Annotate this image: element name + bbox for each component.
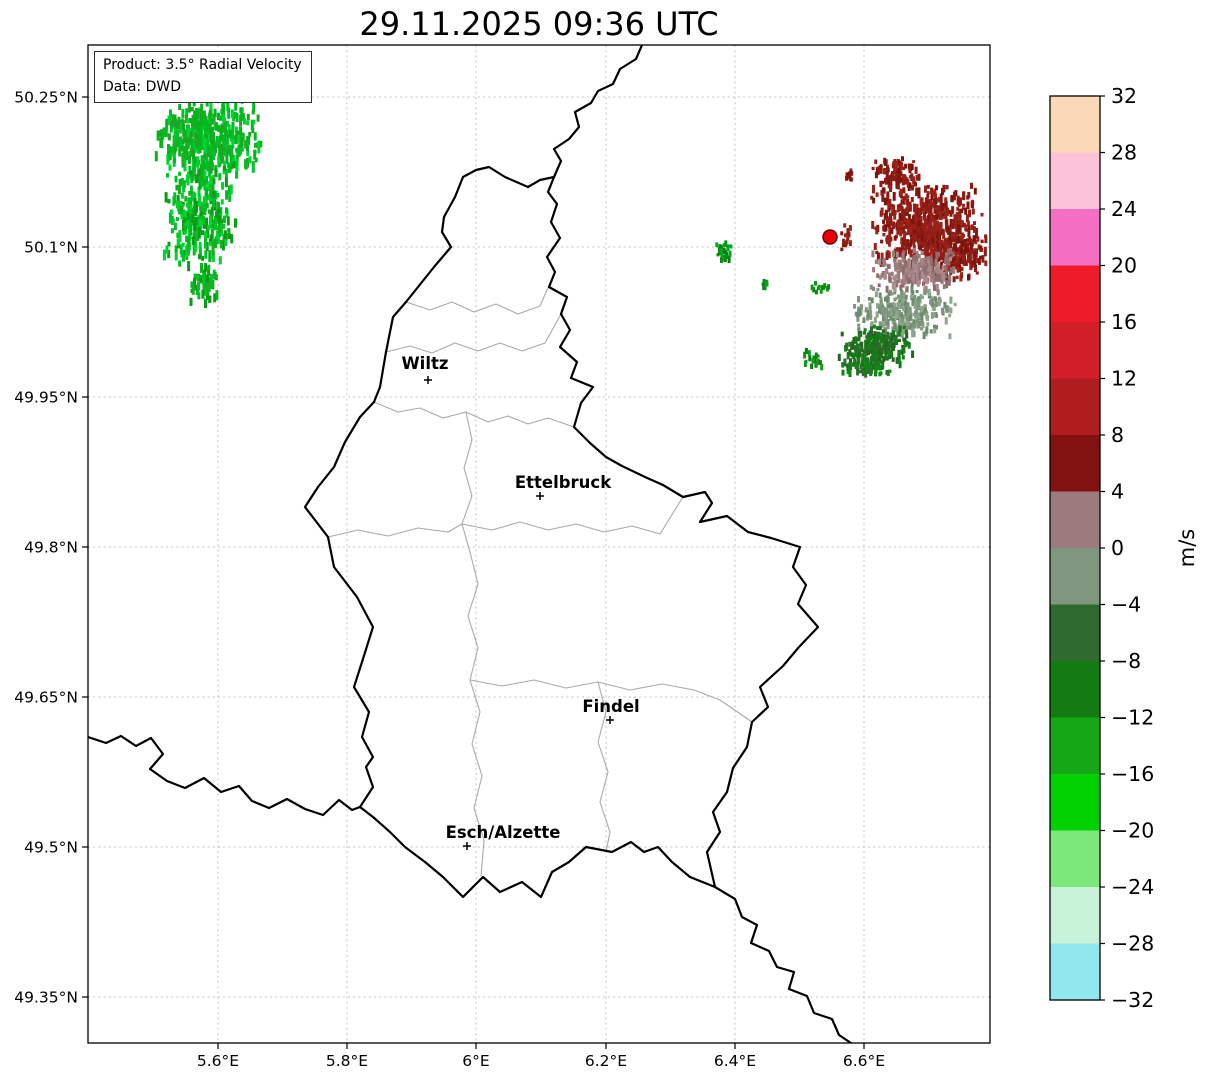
- colorbar-segment: [1050, 96, 1100, 154]
- city-label: Ettelbruck: [515, 473, 612, 492]
- product-info-line2: Data: DWD: [103, 78, 181, 95]
- belgium-germany-border: [552, 45, 644, 179]
- radar-site-layer: [822, 229, 838, 245]
- colorbar-tick-label: −4: [1111, 593, 1141, 617]
- colorbar-tick-label: −8: [1111, 649, 1141, 673]
- luxembourg-border: [303, 165, 820, 899]
- echo-cluster-green-bottom-bits: [841, 357, 892, 378]
- district-border: [385, 313, 562, 354]
- germany-france-border: [713, 885, 853, 1043]
- colorbar-tick-label: −28: [1111, 932, 1154, 956]
- colorbar-segment: [1050, 378, 1100, 436]
- colorbar-segment: [1050, 152, 1100, 210]
- echo-cluster-darkred-near-dot: [840, 223, 852, 252]
- colorbar-tick-label: 8: [1111, 423, 1124, 447]
- colorbar-tick-label: 4: [1111, 480, 1124, 504]
- district-border: [373, 401, 575, 428]
- district-border: [597, 681, 611, 853]
- colorbar-tick-label: 20: [1111, 254, 1137, 278]
- colorbar-segment: [1050, 548, 1100, 606]
- district-border: [327, 523, 463, 538]
- plot-frame: [87, 44, 991, 1044]
- colorbar-tick-label: −32: [1111, 988, 1154, 1012]
- radar-echo-layer: [154, 95, 988, 378]
- district-border: [469, 679, 753, 723]
- colorbar-tick-label: −24: [1111, 875, 1154, 899]
- colorbar-segment: [1050, 604, 1100, 662]
- x-tick-label: 5.8°E: [326, 1052, 368, 1070]
- colorbar-unit-label: m/s: [1175, 528, 1199, 568]
- colorbar-segment: [1050, 774, 1100, 832]
- y-tick-label: 50.25°N: [14, 89, 78, 107]
- colorbar-tick-label: 12: [1111, 367, 1137, 391]
- colorbar-tick-label: 24: [1111, 197, 1137, 221]
- colorbar-tick-label: −20: [1111, 819, 1154, 843]
- echo-cluster-nw-green-tail: [189, 263, 219, 309]
- district-border: [405, 271, 556, 315]
- echo-cluster-grayred-band: [871, 247, 956, 296]
- colorbar-segment: [1050, 717, 1100, 775]
- city-label: Esch/Alzette: [446, 823, 561, 842]
- colorbar-segment: [1050, 322, 1100, 380]
- echo-cluster-graygreen-band: [853, 284, 957, 340]
- echo-cluster-green-speck-mid: [761, 278, 769, 291]
- city-label: Findel: [582, 697, 639, 716]
- country-borders: [88, 45, 853, 1043]
- district-border: [467, 551, 485, 877]
- colorbar-segment: [1050, 943, 1100, 1001]
- echo-cluster-green-specks-near-blob: [810, 281, 831, 295]
- colorbar-tick-label: −16: [1111, 762, 1154, 786]
- colorbar: 32 28 24 20 16 12 8 4 0 −4 −8 −12 −16 −20 −24 −28 −32: [1049, 84, 1154, 1012]
- echo-cluster-nw-green-mid: [162, 156, 238, 272]
- colorbar-segment: [1050, 209, 1100, 267]
- colorbar-tick-label: 28: [1111, 141, 1137, 165]
- radar-site-marker: [822, 229, 838, 245]
- echo-cluster-green-speck-west: [715, 240, 733, 264]
- x-tick-label: 6°E: [462, 1052, 489, 1070]
- echo-cluster-green-specks-sw-of-blob: [803, 347, 824, 371]
- figure-title: 29.11.2025 09:36 UTC: [359, 5, 719, 43]
- y-tick-label: 49.8°N: [24, 539, 78, 557]
- plot-area-background: [88, 45, 990, 1043]
- colorbar-segment: [1050, 661, 1100, 719]
- y-tick-label: 49.95°N: [14, 389, 78, 407]
- y-tick-label: 50.1°N: [24, 239, 78, 257]
- colorbar-tick-label: 16: [1111, 310, 1137, 334]
- y-tick-label: 49.65°N: [14, 689, 78, 707]
- district-borders: [327, 271, 753, 877]
- x-tick-label: 5.6°E: [197, 1052, 239, 1070]
- product-info-line1: Product: 3.5° Radial Velocity: [103, 57, 302, 73]
- france-belgium-border: [88, 734, 362, 817]
- x-tick-label: 6.4°E: [714, 1052, 756, 1070]
- axis-ticks: 5.6°E 5.8°E 6°E 6.2°E 6.4°E 6.6°E 50.25°N 50.1°…: [14, 89, 885, 1071]
- colorbar-segment: [1050, 887, 1100, 945]
- echo-cluster-darkred-speck-nw: [845, 168, 854, 182]
- echo-cluster-darkred-north: [871, 156, 921, 194]
- colorbar-tick-label: 0: [1111, 536, 1124, 560]
- colorbar-tick-label: 32: [1111, 84, 1137, 108]
- colorbar-tick-label: −12: [1111, 706, 1154, 730]
- district-border: [461, 496, 684, 535]
- y-tick-label: 49.35°N: [14, 989, 78, 1007]
- colorbar-segment: [1050, 435, 1100, 493]
- colorbar-segment: [1050, 491, 1100, 549]
- x-tick-label: 6.2°E: [585, 1052, 627, 1070]
- district-border: [461, 411, 473, 553]
- city-label: Wiltz: [401, 354, 448, 373]
- city-markers: Wiltz Ettelbruck Findel Esch/Alzette: [401, 354, 640, 850]
- colorbar-segment: [1050, 830, 1100, 888]
- y-tick-label: 49.5°N: [24, 839, 78, 857]
- product-info-box: Product: 3.5° Radial Velocity Data: DWD: [94, 51, 312, 104]
- echo-cluster-darkgreen-band: [837, 324, 915, 371]
- x-tick-label: 6.6°E: [843, 1052, 885, 1070]
- colorbar-segment: [1050, 265, 1100, 323]
